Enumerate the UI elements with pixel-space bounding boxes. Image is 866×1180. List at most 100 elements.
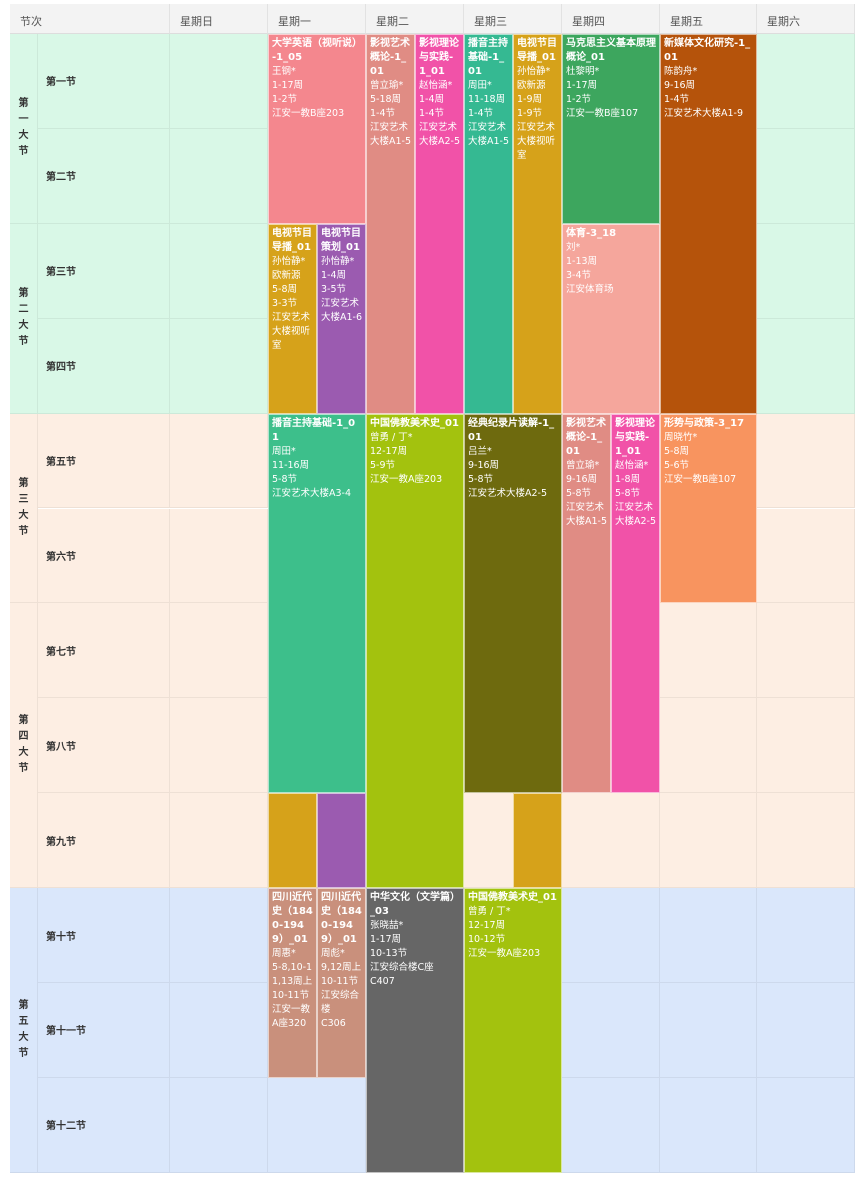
course-title: 形势与政策-3_17	[664, 417, 745, 429]
course-detail: 1-2节	[566, 94, 592, 105]
slot	[170, 983, 268, 1078]
section-label: 第二大节	[10, 223, 38, 414]
course-detail: 5-8节	[566, 487, 592, 499]
course-detail: 刘*	[566, 241, 581, 253]
slot	[562, 888, 660, 983]
course-detail: 1-13周	[566, 255, 598, 267]
course-detail: 5-9节	[370, 459, 396, 471]
course-detail: 1-2节	[272, 94, 298, 105]
course-detail: 赵怡涵*	[419, 80, 453, 91]
course-detail: 5-8节	[272, 473, 298, 485]
course-detail: 江安艺术大楼A2-5	[419, 122, 461, 147]
course-block: 中国佛教美术史_01 曾勇 / 丁* 12-17周 5-9节 江安一教A座203	[366, 413, 464, 889]
course-title: 播音主持基础-1_01	[272, 417, 356, 443]
course-title: 播音主持基础-1_01	[468, 38, 508, 77]
course-detail: 江安艺术大楼A3-4	[272, 487, 352, 499]
course-detail: 5-6节	[664, 459, 690, 471]
course-title: 电视节目导播_01	[272, 227, 312, 253]
course-detail: 杜黎明*	[566, 66, 600, 77]
slot	[170, 318, 268, 414]
course-block: 大学英语（视听说）-1_05 王钢* 1-17周 1-2节 江安一教B座203	[268, 34, 366, 224]
course-detail: 1-8周	[615, 473, 641, 485]
header-cell: 星期六	[757, 4, 855, 34]
course-detail: 欧新源	[517, 80, 546, 91]
course-block: 电视节目导播_01 孙怡静* 欧新源 1-9周 1-9节 江安艺术大楼视听室	[513, 34, 562, 414]
course-detail: 1-17周	[272, 80, 304, 91]
course-detail: 江安综合楼C座	[370, 962, 434, 974]
course-detail: 曾立瑜*	[566, 459, 600, 471]
course-detail: 1-17周	[370, 934, 402, 946]
course-detail: C407	[370, 976, 395, 988]
course-block: 影视艺术概论-1_01 曾立瑜* 5-18周 1-4节 江安艺术大楼A1-5	[366, 34, 415, 414]
course-detail: 1-9节	[517, 108, 543, 119]
slot	[170, 698, 268, 794]
course-detail: 12-17周	[468, 920, 506, 932]
course-detail: 5-8周	[664, 445, 690, 457]
course-detail: 赵怡涵*	[615, 459, 649, 471]
course-detail: 5-8,10-11,13周上	[272, 962, 313, 988]
course-block: 四川近代史（1840-1949）_01 周惠* 5-8,10-11,13周上 10-1…	[268, 888, 317, 1078]
course-title: 影视艺术概论-1_01	[566, 417, 606, 457]
slot	[562, 1077, 660, 1173]
header-cell: 星期二	[366, 4, 464, 34]
slot	[757, 413, 855, 509]
slot	[757, 603, 855, 699]
course-title: 中华文化（文学篇）_03	[370, 892, 460, 918]
slot	[757, 34, 855, 129]
header-cell: 星期日	[170, 4, 268, 34]
course-detail: 江安艺术大楼A1-5	[566, 501, 608, 527]
period-label: 第九节	[38, 793, 170, 889]
slot	[660, 603, 757, 699]
course-detail: 1-4节	[419, 108, 445, 119]
course-block: 中华文化（文学篇）_03 张晓喆* 1-17周 10-13节 江安综合楼C座 C407	[366, 888, 464, 1173]
course-detail: 1-17周	[566, 80, 598, 91]
slot	[757, 888, 855, 983]
slot	[170, 603, 268, 699]
course-block: 中国佛教美术史_01 曾勇 / 丁* 12-17周 10-12节 江安一教A座203	[464, 888, 562, 1173]
course-title: 大学英语（视听说）-1_05	[272, 38, 362, 63]
course-detail: 江安一教B座107	[566, 108, 639, 119]
course-detail: 江安艺术大楼A1-5	[468, 122, 510, 147]
course-block: 影视理论与实践-1_01 赵怡涵* 1-4周 1-4节 江安艺术大楼A2-5	[415, 34, 464, 414]
slot	[170, 888, 268, 983]
course-detail: 孙怡静*	[321, 255, 355, 267]
course-detail: 3-5节	[321, 283, 347, 295]
course-detail: 1-4节	[664, 94, 690, 105]
course-detail: 孙怡静*	[272, 255, 306, 267]
course-detail: 孙怡静*	[517, 66, 551, 77]
course-block: 影视艺术概论-1_01 曾立瑜* 9-16周 5-8节 江安艺术大楼A1-5	[562, 413, 611, 794]
course-detail: 江安一教B座107	[664, 473, 737, 485]
slot	[562, 793, 660, 889]
course-detail: 1-4节	[370, 108, 396, 119]
course-detail: 1-9周	[517, 94, 543, 105]
slot	[757, 698, 855, 794]
course-block: 播音主持基础-1_01 周田* 11-16周 5-8节 江安艺术大楼A3-4	[268, 413, 366, 794]
period-label: 第八节	[38, 698, 170, 794]
course-detail: 5-8周	[272, 283, 298, 295]
slot	[268, 1077, 366, 1173]
course-detail: 11-16周	[272, 459, 310, 471]
period-label: 第十一节	[38, 983, 170, 1078]
slot	[757, 1077, 855, 1173]
course-title: 四川近代史（1840-1949）_01	[272, 892, 313, 946]
course-detail: 江安艺术大楼A1-9	[664, 108, 744, 119]
course-title: 影视艺术概论-1_01	[370, 38, 410, 77]
period-label: 第六节	[38, 508, 170, 604]
period-label: 第五节	[38, 413, 170, 509]
course-block: 形势与政策-3_17 周晓竹* 5-8周 5-6节 江安一教B座107	[660, 413, 757, 604]
course-detail: 吕兰*	[468, 445, 492, 457]
period-label: 第一节	[38, 34, 170, 129]
course-title: 马克思主义基本原理概论_01	[566, 38, 656, 63]
course-detail: 江安艺术大楼A1-5	[370, 122, 412, 147]
course-block: 四川近代史（1840-1949）_01 周彪* 9,12周上 10-11节 江安综合楼 C…	[317, 888, 366, 1078]
slot	[757, 223, 855, 319]
slot	[170, 508, 268, 604]
section-label: 第五大节	[10, 888, 38, 1173]
course-title: 体育-3_18	[566, 227, 617, 239]
course-title: 中国佛教美术史_01	[370, 417, 459, 429]
slot	[757, 793, 855, 889]
course-detail: 5-8节	[615, 487, 641, 499]
course-block: 电视节目策划_01 孙怡静* 1-4周 3-5节 江安艺术大楼A1-6	[317, 223, 366, 414]
header-cell: 星期五	[660, 4, 757, 34]
